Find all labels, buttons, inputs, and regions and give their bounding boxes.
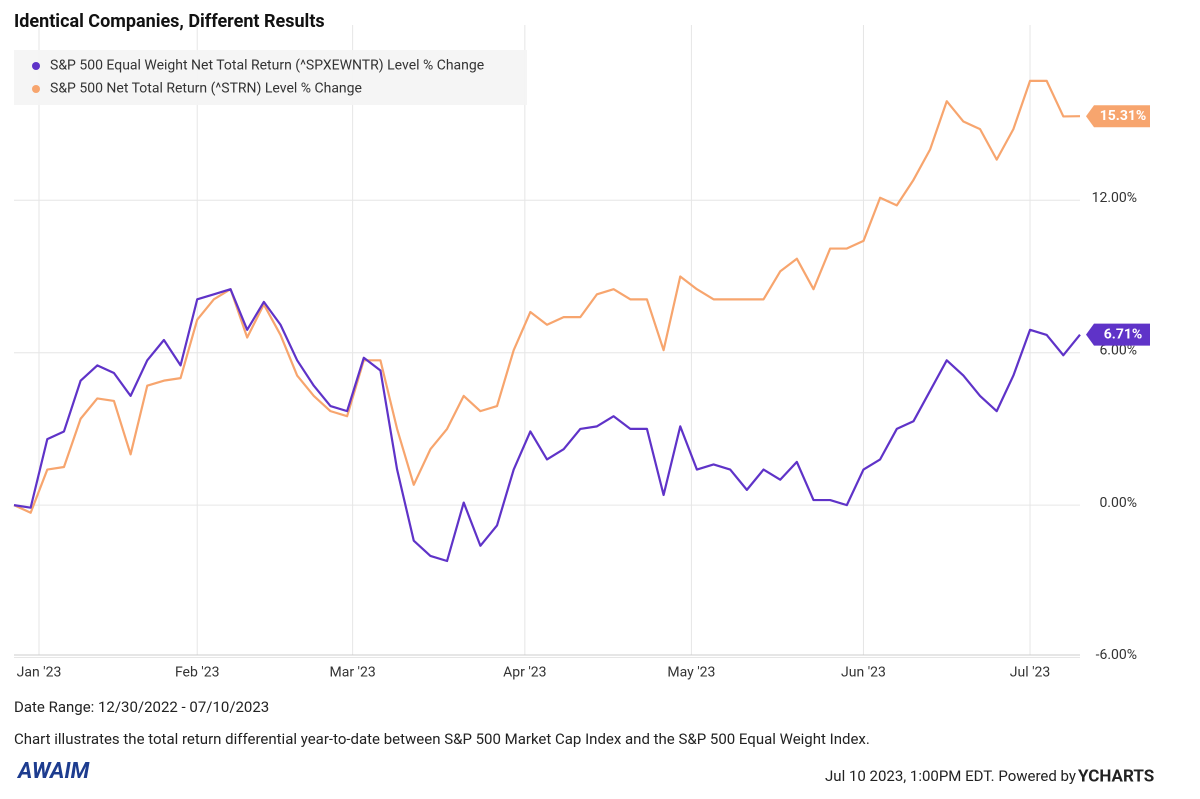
series-line [13, 79, 1081, 514]
x-tick-label: Jan '23 [17, 665, 62, 681]
brand: YCHARTS [1078, 766, 1154, 786]
legend-marker [32, 62, 40, 70]
y-tick-label: -6.00% [1096, 647, 1137, 663]
end-label: 6.71% [1104, 326, 1143, 342]
date-range: Date Range: 12/30/2022 - 07/10/2023 [14, 698, 269, 716]
legend-box [14, 50, 527, 105]
x-tick-label: Feb '23 [175, 665, 220, 681]
legend-label: S&P 500 Equal Weight Net Total Return (^… [50, 58, 484, 74]
timestamp: Jul 10 2023, 1:00PM EDT. Powered by [825, 767, 1076, 785]
legend-marker [32, 85, 40, 93]
caption: Chart illustrates the total return diffe… [14, 730, 870, 748]
x-tick-label: Jun '23 [841, 665, 886, 681]
end-label: 15.31% [1100, 108, 1147, 124]
legend-label: S&P 500 Net Total Return (^STRN) Level %… [50, 81, 362, 97]
x-tick-label: May '23 [667, 665, 715, 681]
series-line [13, 288, 1081, 563]
y-tick-label: 0.00% [1099, 495, 1137, 511]
end-label-tag [1086, 323, 1150, 346]
x-tick-label: Apr '23 [503, 665, 546, 681]
y-tick-label: 12.00% [1092, 190, 1137, 206]
x-tick-label: Mar '23 [329, 665, 375, 681]
x-tick-label: Jul '23 [1010, 665, 1051, 681]
logo: AWAIM [16, 759, 90, 784]
end-label-tag [1086, 105, 1150, 128]
y-tick-label: 6.00% [1099, 342, 1137, 358]
chart-title: Identical Companies, Different Results [14, 11, 325, 32]
